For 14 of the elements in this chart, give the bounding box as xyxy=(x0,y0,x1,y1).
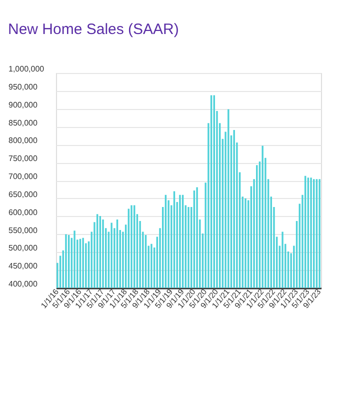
y-tick-label: 950,000 xyxy=(8,82,38,92)
y-tick-label: 1,000,000 xyxy=(8,64,45,74)
y-tick-label: 600,000 xyxy=(8,208,38,217)
y-tick-label: 800,000 xyxy=(8,136,38,146)
y-tick-label: 500,000 xyxy=(8,244,38,253)
y-tick-label: 900,000 xyxy=(8,100,38,110)
y-tick-label: 650,000 xyxy=(8,190,38,199)
y-tick-label: 700,000 xyxy=(8,172,38,181)
y-tick-label: 850,000 xyxy=(8,118,38,128)
chart-title: New Home Sales (SAAR) xyxy=(8,21,179,38)
y-tick-label: 550,000 xyxy=(8,226,38,235)
y-tick-label: 450,000 xyxy=(8,262,38,271)
y-tick-label: 400,000 xyxy=(8,280,38,288)
y-tick-label: 750,000 xyxy=(8,154,38,164)
